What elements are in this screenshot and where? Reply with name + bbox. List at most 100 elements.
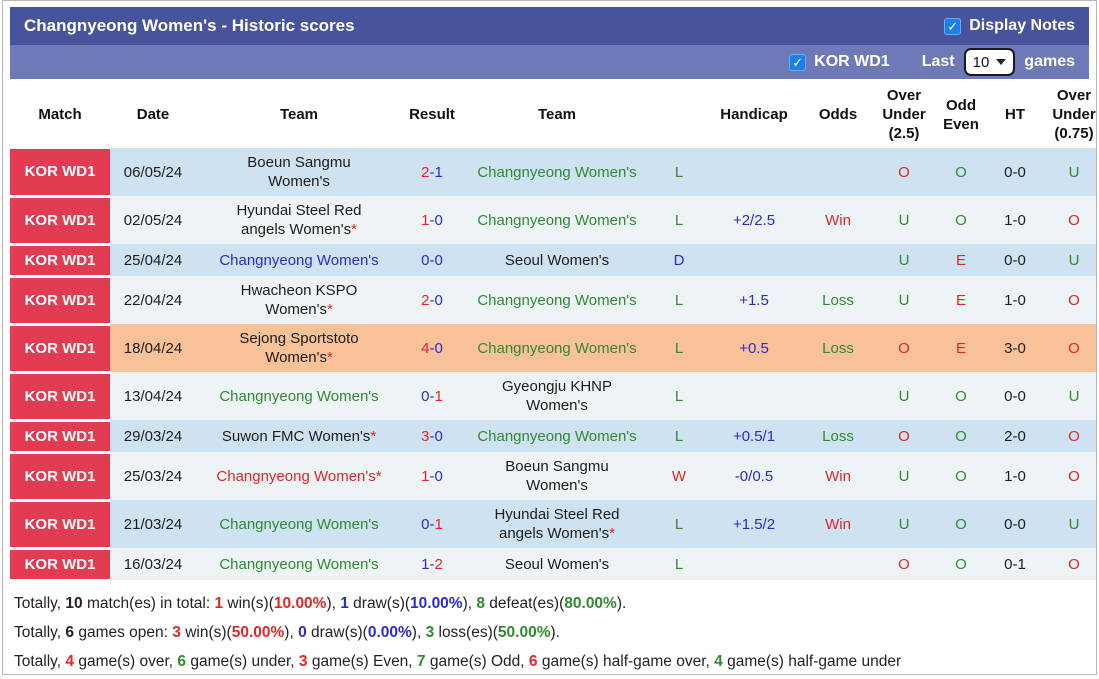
handicap-cell: +0.5 — [706, 324, 802, 372]
date-cell: 25/03/24 — [110, 452, 196, 500]
team-name: Changnyeong Women's — [477, 291, 637, 309]
summary-segment: game(s) Even, — [307, 652, 417, 670]
away-team-cell: Changnyeong Women's — [462, 196, 652, 244]
handicap-cell: +2/2.5 — [706, 196, 802, 244]
match-league-badge: KOR WD1 — [10, 275, 110, 326]
result-cell: 2-0 — [402, 276, 462, 324]
score-dash: - — [429, 515, 435, 533]
last-label: Last — [921, 53, 955, 70]
over-under-075-cell: O — [1042, 420, 1096, 452]
filter-bar: ✓ KOR WD1 Last 10 games — [10, 45, 1089, 79]
summary-segment: ), — [462, 594, 477, 612]
league-toggle[interactable]: ✓ KOR WD1 — [789, 53, 890, 71]
table-row: KOR WD1 22/04/24 Hwacheon KSPO Women's* 2-0… — [10, 275, 1096, 326]
summary-line: Totally, 10 match(es) in total: 1 win(s)… — [14, 589, 1085, 618]
odd-even-cell: O — [934, 148, 988, 196]
summary-segment: ), — [326, 594, 341, 612]
home-team-cell: Changnyeong Women's — [196, 500, 402, 548]
away-score: 2 — [434, 555, 443, 573]
outcome-letter-cell: L — [652, 196, 706, 244]
summary-segment: 6 — [65, 623, 75, 641]
summary-line: Totally, 4 game(s) over, 6 game(s) under… — [14, 647, 1085, 675]
outcome-letter-cell: L — [652, 548, 706, 580]
home-team-cell: Changnyeong Women's* — [196, 452, 402, 500]
team-name: Changnyeong Women's — [219, 515, 379, 533]
table-header: Match Date Team Result Team Handicap Odds Over … — [10, 81, 1096, 148]
odds-cell: Loss — [802, 276, 874, 324]
column-header: Over Under (0.75) — [1042, 81, 1096, 148]
team-name: Hwacheon KSPO Women's* — [240, 282, 358, 318]
score-dash: - — [429, 387, 435, 405]
over-under-075-cell: O — [1042, 324, 1096, 372]
summary-segment: 8 — [476, 594, 485, 612]
table-row: KOR WD1 21/03/24 Changnyeong Women's 0-1 Hyu… — [10, 499, 1096, 550]
result-cell: 4-0 — [402, 324, 462, 372]
away-team-cell: Seoul Women's — [462, 548, 652, 580]
odd-even-cell: O — [934, 500, 988, 548]
over-under-25-cell: O — [874, 420, 934, 452]
odd-even-cell: O — [934, 420, 988, 452]
odd-even-cell: O — [934, 548, 988, 580]
away-score: 0 — [434, 339, 443, 357]
match-league-badge: KOR WD1 — [10, 323, 110, 374]
team-name: Hyundai Steel Red angels Women's* — [236, 202, 362, 238]
last-games-select[interactable]: 10 — [963, 48, 1016, 76]
summary-segment: loss(es)( — [434, 623, 498, 641]
historic-scores-table: Match Date Team Result Team Handicap Odds Over … — [10, 81, 1096, 582]
date-cell: 18/04/24 — [110, 324, 196, 372]
summary-segment: 10.00% — [410, 594, 463, 612]
odds-cell: Win — [802, 500, 874, 548]
team-name: Boeun Sangmu Women's — [247, 154, 351, 190]
display-notes-toggle[interactable]: ✓ Display Notes — [944, 17, 1075, 35]
chevron-down-icon — [996, 59, 1007, 65]
outcome-letter-cell: L — [652, 372, 706, 420]
home-score: 2 — [421, 163, 430, 181]
summary-segment: game(s) half-game over, — [537, 652, 715, 670]
match-league-badge: KOR WD1 — [10, 371, 110, 422]
summary-segment: games open: — [74, 623, 173, 641]
note-star: * — [370, 427, 377, 445]
over-under-075-cell: U — [1042, 148, 1096, 196]
ht-score-cell: 1-0 — [988, 276, 1042, 324]
team-name: Changnyeong Women's — [477, 427, 637, 445]
odd-even-cell: O — [934, 372, 988, 420]
summary-segment: 4 — [714, 652, 723, 670]
over-under-075-cell: O — [1042, 548, 1096, 580]
match-league-badge: KOR WD1 — [10, 147, 110, 198]
odd-even-cell: O — [934, 196, 988, 244]
home-score: 4 — [421, 339, 430, 357]
display-notes-label: Display Notes — [969, 17, 1075, 34]
summary-segment: game(s) half-game under — [722, 652, 902, 670]
handicap-cell — [706, 244, 802, 276]
home-team-cell: Hyundai Steel Red angels Women's* — [196, 196, 402, 244]
checkbox-checked-icon[interactable]: ✓ — [944, 17, 962, 35]
summary-notes: Totally, 10 match(es) in total: 1 win(s)… — [10, 582, 1089, 675]
over-under-25-cell: U — [874, 452, 934, 500]
odds-cell: Loss — [802, 420, 874, 452]
match-league-badge: KOR WD1 — [10, 451, 110, 502]
score-dash: - — [429, 211, 435, 229]
away-team-cell: Hyundai Steel Red angels Women's* — [462, 500, 652, 548]
date-cell: 29/03/24 — [110, 420, 196, 452]
over-under-25-cell: U — [874, 196, 934, 244]
odd-even-cell: O — [934, 452, 988, 500]
checkbox-checked-icon[interactable]: ✓ — [789, 53, 807, 71]
column-header: Date — [110, 81, 196, 148]
summary-segment: match(es) in total: — [82, 594, 215, 612]
result-cell: 0-0 — [402, 244, 462, 276]
date-cell: 22/04/24 — [110, 276, 196, 324]
ht-score-cell: 3-0 — [988, 324, 1042, 372]
note-star: * — [326, 349, 333, 366]
column-header: Team — [196, 81, 402, 148]
summary-segment: 4 — [65, 652, 75, 670]
note-star: * — [609, 525, 615, 542]
ht-score-cell: 0-1 — [988, 548, 1042, 580]
match-league-badge: KOR WD1 — [10, 243, 110, 278]
score-dash: - — [429, 427, 435, 445]
match-league-badge: KOR WD1 — [10, 419, 110, 454]
score-dash: - — [429, 291, 435, 309]
table-row: KOR WD1 06/05/24 Boeun Sangmu Women's 2-1 Ch… — [10, 147, 1096, 198]
date-cell: 13/04/24 — [110, 372, 196, 420]
summary-segment: Totally, — [14, 623, 66, 641]
home-team-cell: Suwon FMC Women's* — [196, 420, 402, 452]
